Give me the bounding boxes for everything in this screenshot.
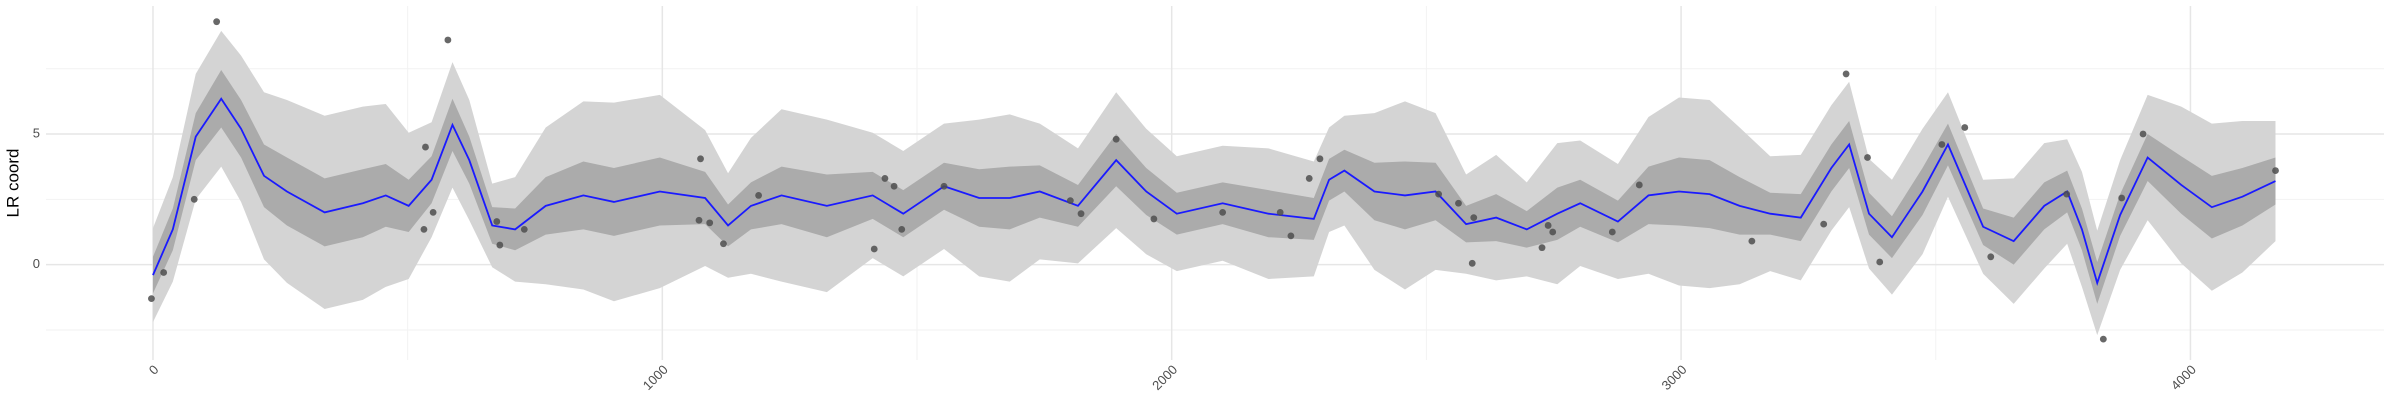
data-point: [213, 18, 221, 26]
data-point: [2139, 130, 2147, 138]
data-point: [1066, 197, 1074, 205]
data-point: [2272, 167, 2279, 174]
data-point: [1820, 220, 1828, 228]
x-tick-label: 1000: [640, 362, 671, 393]
data-point: [520, 225, 528, 233]
data-point: [1608, 228, 1616, 236]
data-point: [1961, 124, 1969, 131]
data-point: [890, 182, 898, 190]
data-point: [2099, 335, 2107, 343]
data-point: [1987, 253, 1995, 261]
data-point: [1938, 141, 1946, 148]
data-point: [444, 36, 452, 44]
data-point: [148, 295, 155, 303]
data-point: [420, 225, 428, 233]
data-point: [1455, 199, 1462, 207]
data-point: [1435, 190, 1443, 198]
data-point: [1276, 208, 1284, 216]
y-tick-label: 0: [33, 256, 40, 271]
confidence-band: [152, 30, 2276, 336]
data-point: [1538, 244, 1546, 252]
data-point: [1112, 135, 1120, 143]
data-point: [1077, 210, 1085, 218]
data-point: [1219, 208, 1227, 216]
confidence-band: [152, 70, 2276, 304]
data-point: [1544, 222, 1552, 229]
data-point: [706, 219, 714, 227]
x-tick-label: 0: [146, 362, 162, 378]
y-tick-label: 5: [33, 125, 40, 140]
data-point: [881, 175, 889, 182]
x-tick-label: 3000: [1659, 362, 1690, 393]
data-point: [160, 269, 168, 276]
data-point: [1150, 215, 1158, 223]
data-point: [1549, 228, 1557, 236]
y-axis-title: LR coord: [3, 149, 22, 218]
data-point: [1468, 259, 1476, 267]
data-point: [695, 216, 703, 224]
data-point: [1287, 232, 1295, 240]
data-point: [898, 225, 906, 233]
data-point: [1316, 155, 1324, 163]
data-point: [1842, 70, 1850, 78]
x-tick-label: 2000: [1149, 362, 1180, 393]
data-point: [422, 143, 429, 151]
data-point: [2118, 194, 2126, 202]
data-point: [1748, 237, 1756, 245]
data-point: [755, 192, 763, 199]
data-point: [496, 241, 504, 249]
data-point: [1305, 175, 1313, 182]
data-point: [1635, 181, 1643, 189]
mean-line: [152, 97, 2276, 286]
data-point: [697, 155, 704, 163]
data-point: [1470, 214, 1478, 222]
data-point: [190, 195, 198, 203]
data-point: [870, 245, 878, 253]
data-point: [940, 182, 948, 190]
data-point: [493, 218, 501, 225]
x-tick-label: 4000: [2168, 362, 2199, 393]
data-point: [429, 208, 437, 216]
data-point: [2063, 190, 2071, 198]
data-point: [1864, 154, 1871, 161]
data-point: [720, 240, 727, 248]
data-point: [1876, 258, 1884, 266]
